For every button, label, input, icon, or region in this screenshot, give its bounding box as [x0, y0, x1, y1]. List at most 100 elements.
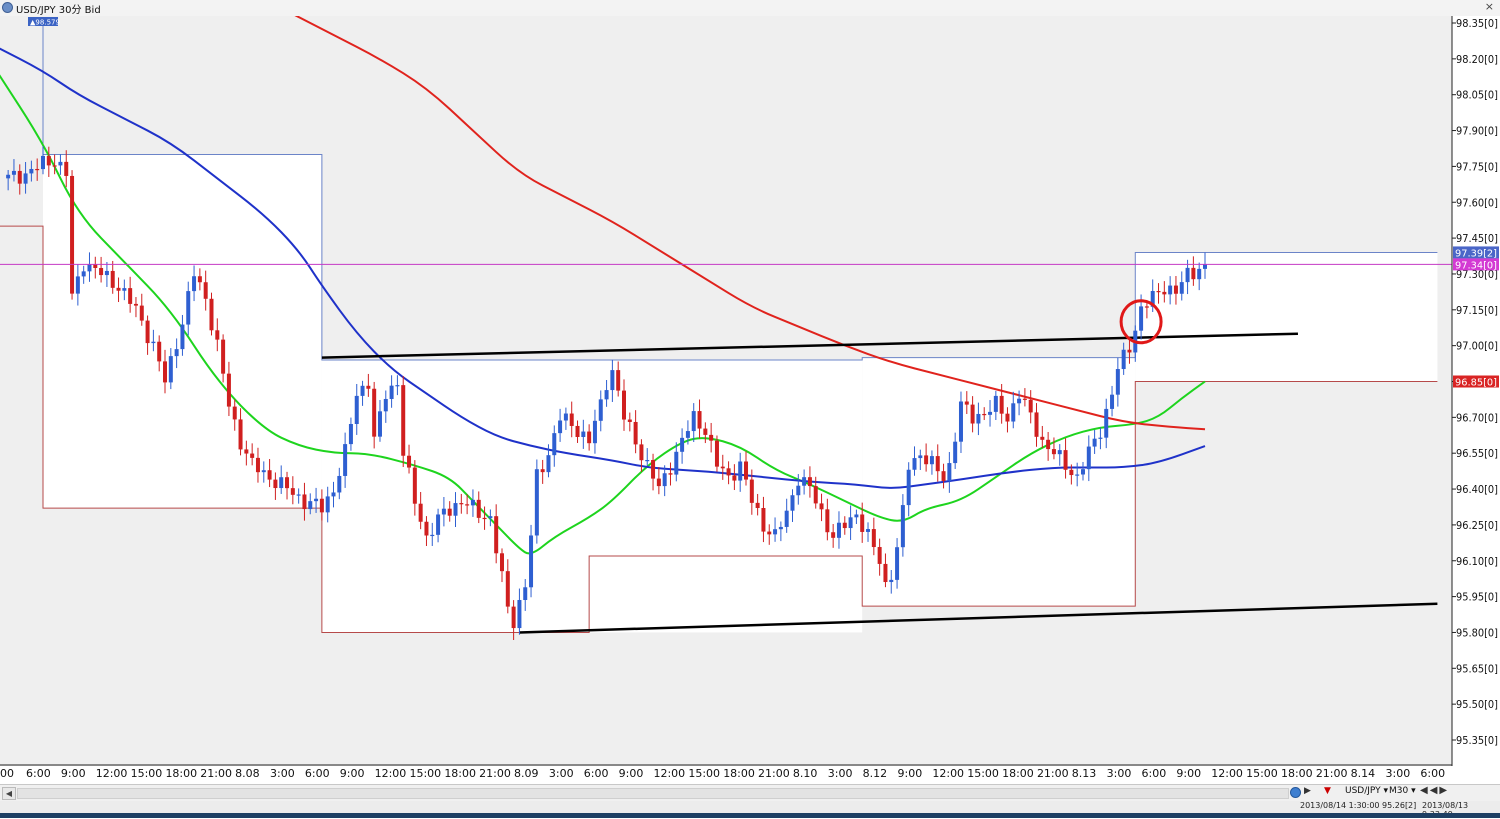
- x-tick-label: 21:00: [758, 767, 790, 780]
- candle-up: [279, 477, 284, 489]
- candle-up: [912, 458, 917, 470]
- symbol-select[interactable]: USD/JPY ▾: [1345, 786, 1389, 796]
- navigation-arrows[interactable]: ◀◀▶: [1420, 785, 1450, 796]
- horizontal-scrollbar[interactable]: [17, 788, 1289, 799]
- candle-up: [738, 461, 743, 481]
- candle-down: [569, 413, 574, 426]
- candle-down: [970, 404, 975, 424]
- globe-icon[interactable]: [1290, 787, 1301, 798]
- candle-up: [645, 460, 650, 462]
- candle-down: [1040, 436, 1045, 440]
- candle-up: [1121, 349, 1126, 370]
- candle-up: [383, 398, 388, 412]
- candle-down: [807, 477, 812, 487]
- candle-down: [982, 413, 987, 416]
- candle-down: [285, 477, 290, 489]
- x-tick-label: 18:00: [1002, 767, 1034, 780]
- y-tick-label: 96.40[0]: [1456, 483, 1498, 496]
- candle-up: [343, 444, 348, 476]
- candle-down: [819, 503, 824, 510]
- candle-up: [6, 174, 11, 179]
- candle-up: [186, 291, 191, 325]
- candle-down: [813, 486, 818, 504]
- high-price-label: 97.39[2]: [1455, 248, 1497, 259]
- x-tick-label: 3:00: [1385, 767, 1411, 780]
- candle-up: [308, 501, 313, 510]
- x-tick-label: 15:00: [967, 767, 999, 780]
- x-tick-label: 12:00: [653, 767, 686, 780]
- candle-up: [778, 526, 783, 530]
- candle-up: [1080, 469, 1085, 475]
- chart-area[interactable]: ▲98.579 98.35[0] 98.20[0] 98.05[0] 97.90[0]…: [0, 16, 1500, 766]
- x-tick-label: 9:00: [339, 767, 365, 780]
- candle-down: [139, 305, 144, 321]
- candle-up: [662, 473, 667, 487]
- candle-down: [447, 508, 452, 516]
- candle-down: [64, 161, 69, 176]
- range-low-line: [0, 225, 1438, 633]
- candle-down: [250, 453, 255, 458]
- candle-up: [23, 173, 28, 184]
- candle-up: [1092, 438, 1097, 447]
- candle-up: [929, 456, 934, 465]
- candle-up: [325, 496, 330, 513]
- candle-down: [290, 488, 295, 495]
- x-tick-label: 15:00: [1246, 767, 1278, 780]
- candle-down: [221, 339, 226, 374]
- x-tick-label: 8.09: [514, 767, 539, 780]
- candle-up: [889, 579, 894, 583]
- candle-up: [1185, 267, 1190, 283]
- candle-down: [505, 571, 510, 607]
- candle-up: [691, 411, 696, 432]
- x-tick-label: 6:00: [26, 767, 51, 780]
- candle-up: [552, 433, 557, 456]
- y-tick-label: 95.95[0]: [1456, 591, 1498, 604]
- candle-up: [1017, 398, 1022, 404]
- candle-down: [668, 473, 673, 475]
- candle-down: [1162, 291, 1167, 295]
- candle-down: [226, 373, 231, 407]
- candle-down: [197, 276, 202, 283]
- candle-up: [488, 516, 493, 519]
- candle-down: [99, 268, 104, 276]
- candle-up: [592, 420, 597, 444]
- candle-up: [1115, 369, 1120, 395]
- x-tick-label: 15:00: [130, 767, 163, 780]
- candle-down: [267, 470, 272, 480]
- x-tick-label: 9:00: [60, 767, 86, 780]
- candle-up: [337, 475, 342, 493]
- close-icon[interactable]: ×: [1484, 0, 1494, 13]
- candle-down: [35, 168, 40, 171]
- candle-down: [17, 170, 22, 184]
- candle-up: [470, 499, 475, 506]
- candle-up: [581, 431, 586, 438]
- candle-down: [1028, 399, 1033, 413]
- candle-up: [395, 385, 400, 387]
- candle-up: [58, 161, 63, 166]
- candle-up: [773, 529, 778, 535]
- x-tick-label: 12:00: [95, 767, 128, 780]
- candle-down: [709, 434, 714, 441]
- warning-icon: ▼: [1324, 786, 1331, 796]
- candle-down: [1144, 306, 1149, 308]
- x-tick-label: 9:00: [1176, 767, 1202, 780]
- candle-down: [407, 455, 412, 468]
- candle-down: [1034, 412, 1039, 437]
- y-tick-label: 97.45[0]: [1456, 232, 1498, 245]
- candle-down: [1005, 413, 1010, 422]
- candle-down: [860, 514, 865, 532]
- candle-down: [575, 425, 580, 438]
- candle-down: [720, 466, 725, 469]
- x-tick-label: 00: [0, 767, 14, 780]
- play-button[interactable]: ▶: [1304, 786, 1311, 796]
- candle-down: [842, 522, 847, 529]
- timeframe-select[interactable]: M30 ▾: [1389, 786, 1416, 796]
- price-chart[interactable]: ▲98.579 98.35[0] 98.20[0] 98.05[0] 97.90[0]…: [0, 16, 1500, 766]
- candle-down: [133, 303, 138, 306]
- y-axis-panel: [1452, 16, 1500, 766]
- candle-down: [215, 330, 220, 340]
- scroll-left-button[interactable]: ◀: [2, 787, 16, 800]
- x-tick-label: 15:00: [688, 767, 721, 780]
- range-box-fill: [1135, 252, 1438, 382]
- candle-down: [110, 270, 115, 288]
